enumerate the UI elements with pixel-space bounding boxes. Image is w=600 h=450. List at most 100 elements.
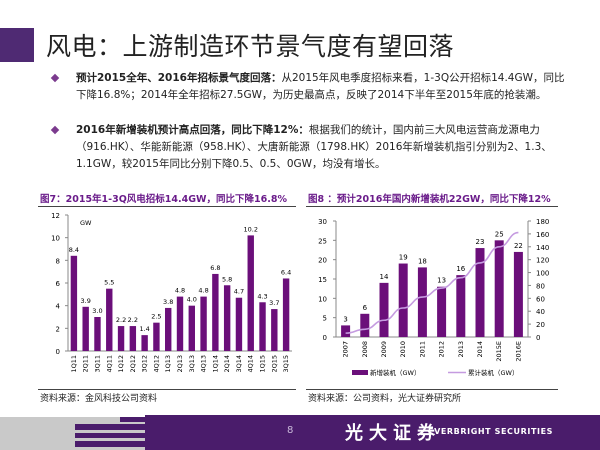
data-label: 19 — [399, 254, 408, 262]
data-label: 4.0 — [187, 296, 197, 304]
data-label: 25 — [495, 230, 504, 238]
bar — [379, 282, 389, 337]
chart2-title: 图8 ：预计2016年国内新增装机22GW，同比下降12% — [308, 194, 551, 205]
data-label: 23 — [476, 238, 485, 246]
data-label: 1.4 — [139, 325, 149, 333]
x-tick-label: 1Q15 — [259, 355, 267, 373]
x-tick-label: 4Q12 — [152, 355, 160, 373]
data-label: 16 — [456, 265, 465, 273]
bar — [437, 286, 447, 337]
x-tick-label: 4Q11 — [105, 355, 113, 373]
chart2-plot: 0 5 10 15 20 25 30 0 20 40 60 80 100 120 140 160 180 3 200… — [318, 218, 549, 377]
right-tick-label: 80 — [536, 282, 545, 290]
x-tick-label: 1Q12 — [117, 355, 125, 373]
bar — [117, 326, 125, 351]
legend-bar-swatch — [352, 370, 368, 375]
x-tick-label: 2Q11 — [82, 355, 90, 373]
data-label: 4.8 — [175, 287, 185, 295]
chart2-divider — [306, 206, 558, 207]
x-tick-label: 1Q14 — [211, 355, 219, 373]
data-label: 14 — [380, 273, 389, 281]
data-label: 6.8 — [210, 264, 220, 272]
right-tick-label: 0 — [536, 334, 540, 342]
right-tick-label: 180 — [536, 218, 549, 226]
left-tick-label: 25 — [318, 237, 327, 245]
bar — [141, 335, 148, 351]
diamond-bullet-icon — [50, 125, 60, 135]
bar — [153, 322, 160, 351]
x-tick-label: 2Q15 — [270, 355, 278, 373]
data-label: 2.5 — [151, 313, 161, 321]
chart1-source: 资料来源：金风科技公司资料 — [40, 394, 158, 404]
bar — [341, 325, 351, 337]
right-tick-label: 160 — [536, 231, 549, 239]
data-label: 13 — [437, 277, 446, 285]
x-tick-label: 2012 — [438, 341, 446, 358]
legend-line-label: 累计装机（GW） — [468, 368, 518, 377]
x-tick-label: 1Q11 — [70, 355, 78, 373]
data-label: 6 — [363, 304, 368, 312]
data-label: 22 — [514, 242, 523, 250]
chart1-plot: 0 2 4 6 8 10 12 GW 8.4 1Q11 3.9 2Q11 3.0 3Q11 5.5 4Q11 2… — [51, 212, 292, 373]
x-tick-label: 3Q11 — [93, 355, 101, 373]
data-label: 3.8 — [163, 298, 173, 306]
bar — [282, 278, 290, 351]
x-tick-label: 2Q12 — [129, 355, 137, 373]
right-tick-label: 40 — [536, 308, 545, 316]
bullet-1-text: 从2015年风电季度招标来看，1-3Q公开招标14.4GW，同比下降16.8%；… — [76, 72, 565, 101]
x-tick-label: 1Q13 — [164, 355, 172, 373]
x-tick-label: 4Q14 — [247, 355, 255, 373]
left-tick-label: 10 — [318, 295, 327, 303]
y-tick-label: 2 — [56, 325, 60, 333]
data-label: 2.2 — [116, 316, 126, 324]
logo-chinese: 光大证券 — [345, 423, 441, 444]
data-label: 3.9 — [81, 297, 91, 305]
page-number: 8 — [287, 425, 294, 436]
x-tick-label: 2008 — [361, 341, 369, 358]
y-tick-label: 4 — [56, 303, 61, 311]
bar — [200, 296, 207, 351]
bar — [106, 288, 113, 351]
bar — [70, 255, 78, 351]
bar — [212, 273, 219, 351]
data-label: 3.0 — [92, 307, 102, 315]
bar — [176, 296, 184, 351]
x-tick-label: 2Q13 — [176, 355, 184, 373]
y-tick-label: 10 — [51, 235, 60, 243]
left-tick-label: 5 — [323, 315, 327, 323]
right-tick-label: 20 — [536, 321, 545, 329]
bullet-1-heading: 预计2015全年、2016年招标景气度回落： — [76, 72, 282, 84]
data-label: 3.7 — [269, 299, 279, 307]
diamond-bullet-icon — [50, 73, 60, 83]
y-tick-label: 12 — [51, 212, 60, 220]
right-tick-label: 140 — [536, 244, 549, 252]
chart1-title: 图7：2015年1-3Q风电招标14.4GW，同比下降16.8% — [40, 194, 287, 205]
bar — [188, 305, 195, 351]
bar — [513, 251, 523, 337]
right-tick-label: 60 — [536, 295, 545, 303]
x-tick-label: 3Q13 — [188, 355, 196, 373]
bar — [82, 306, 89, 351]
bar — [165, 307, 172, 351]
data-label: 3 — [343, 315, 347, 323]
page-title: 风电：上游制造环节景气度有望回落 — [46, 32, 455, 61]
x-tick-label: 2010 — [399, 341, 407, 358]
x-tick-label: 2013 — [457, 341, 465, 358]
data-label: 4.3 — [257, 292, 267, 300]
bar — [271, 309, 278, 351]
x-tick-label: 3Q12 — [141, 355, 149, 373]
logo-english: EVERBRIGHT SECURITIES — [428, 427, 554, 436]
x-tick-label: 2015E — [495, 341, 503, 362]
footer-logo-graphic — [0, 415, 145, 450]
x-tick-label: 3Q14 — [235, 355, 243, 373]
chart2-source: 资料来源：公司资料，光大证券研究所 — [308, 394, 462, 404]
left-tick-label: 0 — [323, 334, 327, 342]
chart1-divider — [38, 206, 296, 207]
bar — [94, 317, 101, 351]
y-tick-label: 6 — [56, 280, 61, 288]
bar — [259, 302, 266, 351]
data-label: 4.8 — [198, 287, 208, 295]
unit-label: GW — [80, 219, 92, 227]
bullet-2-text: 根据我们的统计，国内前三大风电运营商龙源电力（916.HK）、华能新能源（958… — [76, 124, 552, 170]
bullet-1: 预计2015全年、2016年招标景气度回落：从2015年风电季度招标来看，1-3… — [50, 70, 572, 104]
